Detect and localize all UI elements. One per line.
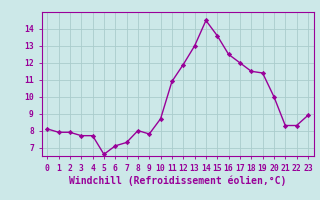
X-axis label: Windchill (Refroidissement éolien,°C): Windchill (Refroidissement éolien,°C) (69, 175, 286, 186)
